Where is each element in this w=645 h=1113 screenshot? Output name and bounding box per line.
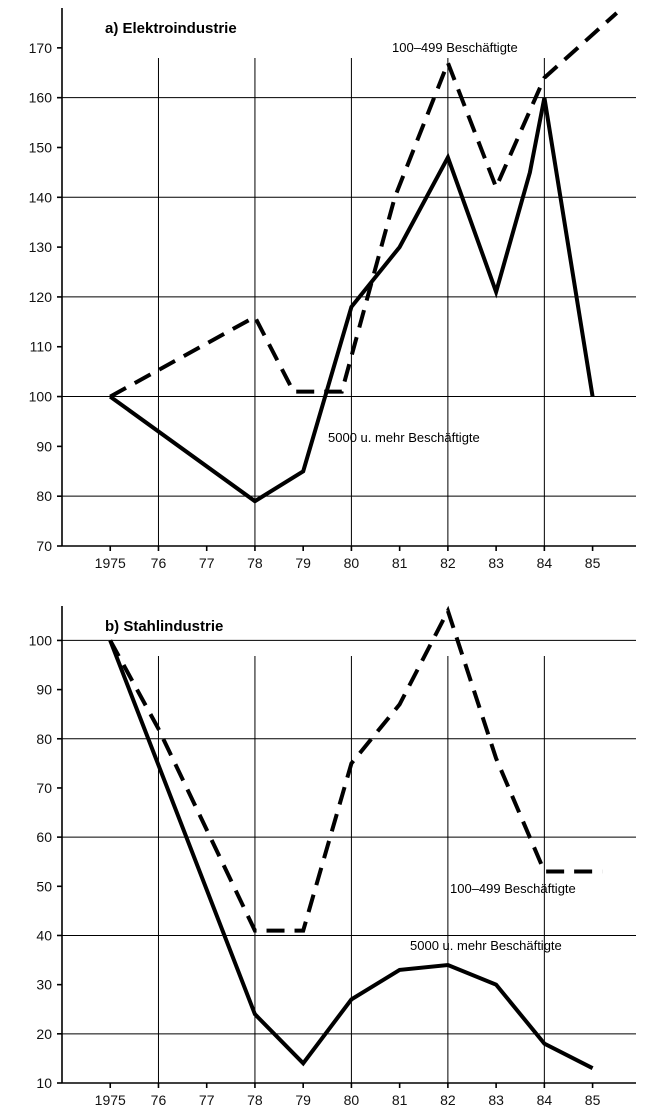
x-tick-label: 83 [488,555,504,571]
y-tick-label: 110 [30,339,53,355]
chart-panel-1: 70 80 90 100 110 120 130 140 150 160 170 1975 76 77 78… [29,8,636,571]
y-tick-label: 170 [29,40,53,56]
x-tick-label: 77 [199,555,215,571]
y-tick-label: 150 [29,139,53,155]
x-tick-label: 77 [199,1092,215,1108]
x-tick-label: 82 [440,1092,456,1108]
y-tick-label: 90 [36,682,52,698]
x-tick-label: 85 [585,555,601,571]
x-tick-label: 76 [151,555,167,571]
y-tick-label: 80 [36,731,52,747]
x-tick-label: 1975 [95,1092,126,1108]
y-tick-label: 10 [36,1075,52,1091]
y-tick-label: 140 [29,189,53,205]
x-tick-label: 78 [247,555,263,571]
x-tick-label: 85 [585,1092,601,1108]
series-annotation: 100–499 Beschäftigte [392,40,518,55]
y-tick-label: 70 [36,538,52,554]
x-tick-label: 79 [295,555,311,571]
chart-panel-2: 10 20 30 40 50 60 70 80 90 100 1975 76 77 78 79 80 81 82 8… [29,606,636,1108]
chart-title: a) Elektroindustrie [105,20,237,37]
y-tick-label: 60 [36,829,52,845]
x-tick-label: 1975 [95,555,126,571]
y-tick-label: 40 [36,927,52,943]
y-tick-label: 160 [29,90,53,106]
x-tick-label: 83 [488,1092,504,1108]
y-tick-label: 130 [29,239,53,255]
series-annotation: 5000 u. mehr Beschäftigte [410,938,562,953]
x-tick-label: 81 [392,1092,408,1108]
y-tick-label: 70 [36,780,52,796]
x-tick-label: 82 [440,555,456,571]
x-tick-label: 84 [537,1092,553,1108]
chart-title: b) Stahlindustrie [105,618,223,635]
y-tick-label: 80 [36,488,52,504]
x-tick-label: 79 [295,1092,311,1108]
y-tick-label: 120 [29,289,53,305]
x-tick-label: 84 [537,555,553,571]
y-tick-label: 30 [36,977,52,993]
y-tick-label: 90 [36,438,52,454]
y-tick-label: 100 [29,389,53,405]
x-tick-label: 78 [247,1092,263,1108]
series-annotation: 5000 u. mehr Beschäftigte [328,430,480,445]
x-tick-label: 80 [344,555,360,571]
x-tick-label: 81 [392,555,408,571]
y-tick-label: 50 [36,878,52,894]
y-tick-label: 20 [36,1026,52,1042]
y-tick-label: 100 [29,632,53,648]
x-tick-label: 80 [344,1092,360,1108]
series-line-100-499 [110,13,617,397]
x-tick-label: 76 [151,1092,167,1108]
series-annotation: 100–499 Beschäftigte [450,881,576,896]
